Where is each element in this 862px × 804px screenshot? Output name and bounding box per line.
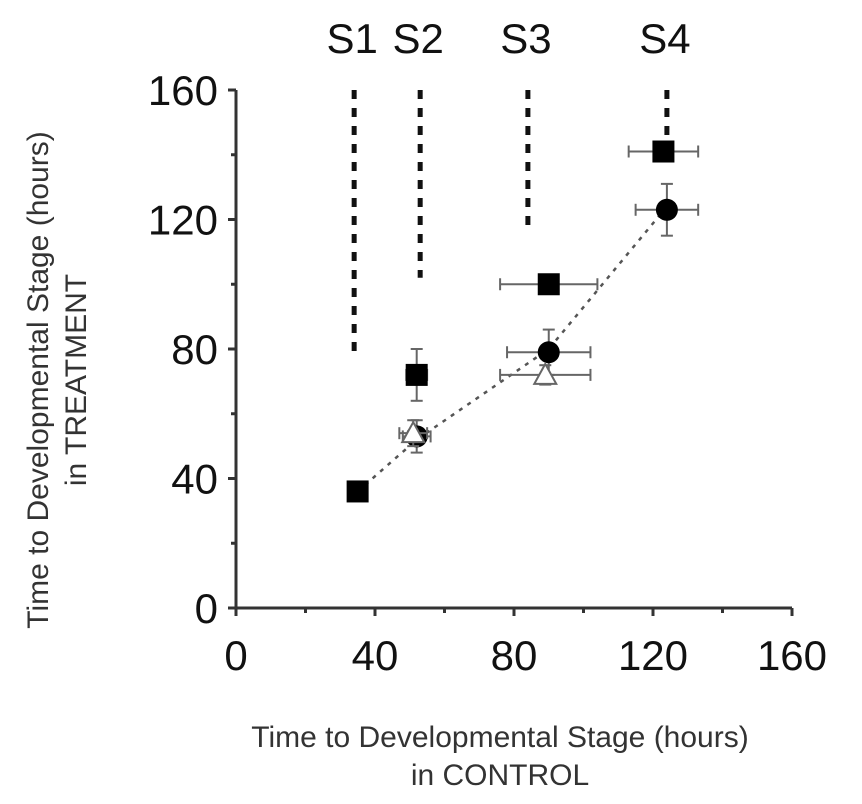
x-tick-label: 160 — [757, 632, 827, 679]
x-tick-label: 120 — [618, 632, 688, 679]
data-points — [346, 140, 700, 503]
data-point-square — [652, 140, 675, 163]
x-tick-label: 40 — [352, 632, 399, 679]
stage-markers — [351, 90, 670, 356]
x-tick-label: 0 — [224, 632, 247, 679]
trend-line — [356, 205, 668, 493]
x-tick-label: 80 — [491, 632, 538, 679]
y-tick-label: 120 — [148, 197, 218, 244]
axes — [228, 88, 794, 616]
tick-labels: 0 40 80 120 160 0 40 80 120 160 S1 S2 S3 S4 — [148, 15, 827, 679]
data-point-triangle — [400, 420, 426, 444]
data-point-triangle — [532, 361, 558, 385]
stage-label: S2 — [392, 15, 443, 62]
y-tick-label: 80 — [171, 326, 218, 373]
x-axis-title-line2: in CONTROL — [411, 759, 589, 792]
stage-label: S4 — [639, 15, 690, 62]
data-point-circle — [537, 341, 560, 364]
trend-line-group — [356, 205, 668, 493]
y-tick-label: 160 — [148, 67, 218, 114]
x-axis-title-line1: Time to Developmental Stage (hours) — [251, 721, 748, 754]
data-point-circle — [655, 198, 678, 221]
y-tick-label: 0 — [195, 585, 218, 632]
stage-label: S3 — [500, 15, 551, 62]
y-tick-label: 40 — [171, 456, 218, 503]
data-point-square — [346, 480, 369, 503]
y-axis-title-line2: in TREATMENT — [60, 274, 93, 486]
data-point-square — [537, 273, 560, 296]
data-point-square — [405, 363, 428, 386]
stage-label: S1 — [326, 15, 377, 62]
y-axis-title-line1: Time to Developmental Stage (hours) — [22, 131, 55, 628]
